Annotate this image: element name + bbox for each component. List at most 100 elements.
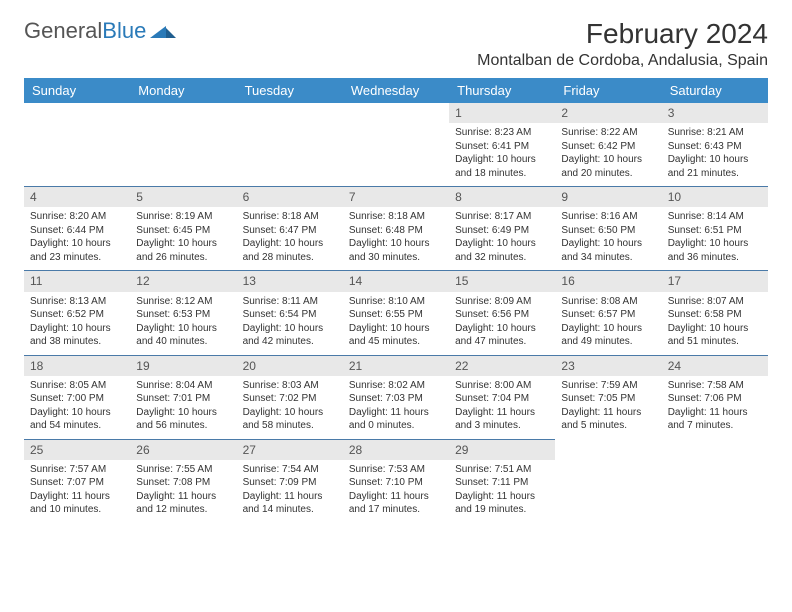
day-number: 10	[662, 187, 768, 207]
day-number: 20	[237, 356, 343, 376]
day-number: 12	[130, 271, 236, 291]
day-cell: 12 Sunrise: 8:12 AMSunset: 6:53 PMDayligh…	[130, 271, 236, 355]
empty-cell	[130, 103, 236, 187]
daylight-line: Daylight: 10 hours and 45 minutes.	[349, 322, 443, 349]
sunset-line: Sunset: 6:52 PM	[30, 308, 124, 322]
sunrise-line: Sunrise: 7:57 AM	[30, 463, 124, 477]
daylight-line: Daylight: 10 hours and 56 minutes.	[136, 406, 230, 433]
day-number: 23	[555, 356, 661, 376]
daylight-line: Daylight: 10 hours and 40 minutes.	[136, 322, 230, 349]
sunset-line: Sunset: 7:08 PM	[136, 476, 230, 490]
daylight-line: Daylight: 10 hours and 36 minutes.	[668, 237, 762, 264]
daylight-line: Daylight: 10 hours and 30 minutes.	[349, 237, 443, 264]
sunset-line: Sunset: 6:47 PM	[243, 224, 337, 238]
daylight-line: Daylight: 10 hours and 49 minutes.	[561, 322, 655, 349]
sunrise-line: Sunrise: 7:58 AM	[668, 379, 762, 393]
sunrise-line: Sunrise: 8:23 AM	[455, 126, 549, 140]
sunset-line: Sunset: 6:49 PM	[455, 224, 549, 238]
daylight-line: Daylight: 11 hours and 14 minutes.	[243, 490, 337, 517]
sunrise-line: Sunrise: 8:20 AM	[30, 210, 124, 224]
sunset-line: Sunset: 7:01 PM	[136, 392, 230, 406]
sunset-line: Sunset: 7:04 PM	[455, 392, 549, 406]
day-header: Wednesday	[343, 78, 449, 103]
day-number: 25	[24, 440, 130, 460]
day-cell: 25Sunrise: 7:57 AMSunset: 7:07 PMDayligh…	[24, 439, 130, 523]
sunrise-line: Sunrise: 8:18 AM	[243, 210, 337, 224]
sunset-line: Sunset: 7:02 PM	[243, 392, 337, 406]
day-number: 7	[343, 187, 449, 207]
sunrise-line: Sunrise: 8:16 AM	[561, 210, 655, 224]
brand-part2: Blue	[102, 18, 146, 44]
day-number: 19	[130, 356, 236, 376]
empty-cell	[555, 439, 661, 523]
day-cell: 13Sunrise: 8:11 AMSunset: 6:54 PMDayligh…	[237, 271, 343, 355]
day-cell: 3Sunrise: 8:21 AMSunset: 6:43 PMDaylight…	[662, 103, 768, 187]
sunset-line: Sunset: 6:53 PM	[136, 308, 230, 322]
day-number: 11	[24, 271, 130, 291]
day-number: 21	[343, 356, 449, 376]
empty-cell	[24, 103, 130, 187]
sunset-line: Sunset: 7:11 PM	[455, 476, 549, 490]
sunset-line: Sunset: 6:56 PM	[455, 308, 549, 322]
day-header: Tuesday	[237, 78, 343, 103]
daylight-line: Daylight: 10 hours and 42 minutes.	[243, 322, 337, 349]
sunrise-line: Sunrise: 8:08 AM	[561, 295, 655, 309]
sunset-line: Sunset: 6:51 PM	[668, 224, 762, 238]
sunrise-line: Sunrise: 8:11 AM	[243, 295, 337, 309]
day-number: 17	[662, 271, 768, 291]
daylight-line: Daylight: 10 hours and 51 minutes.	[668, 322, 762, 349]
sunrise-line: Sunrise: 8:07 AM	[668, 295, 762, 309]
sunrise-line: Sunrise: 8:22 AM	[561, 126, 655, 140]
sunset-line: Sunset: 6:57 PM	[561, 308, 655, 322]
calendar-table: SundayMondayTuesdayWednesdayThursdayFrid…	[24, 78, 768, 523]
sunset-line: Sunset: 7:03 PM	[349, 392, 443, 406]
day-number: 8	[449, 187, 555, 207]
header: GeneralBlue February 2024 Montalban de C…	[24, 18, 768, 70]
day-number: 15	[449, 271, 555, 291]
day-cell: 26Sunrise: 7:55 AMSunset: 7:08 PMDayligh…	[130, 439, 236, 523]
sunset-line: Sunset: 6:55 PM	[349, 308, 443, 322]
day-cell: 1Sunrise: 8:23 AMSunset: 6:41 PMDaylight…	[449, 103, 555, 187]
daylight-line: Daylight: 11 hours and 17 minutes.	[349, 490, 443, 517]
day-cell: 7 Sunrise: 8:18 AMSunset: 6:48 PMDaylight…	[343, 187, 449, 271]
sunrise-line: Sunrise: 8:10 AM	[349, 295, 443, 309]
empty-cell	[343, 103, 449, 187]
sunrise-line: Sunrise: 8:00 AM	[455, 379, 549, 393]
sunrise-line: Sunrise: 8:04 AM	[136, 379, 230, 393]
sunset-line: Sunset: 6:42 PM	[561, 140, 655, 154]
day-cell: 16Sunrise: 8:08 AMSunset: 6:57 PMDayligh…	[555, 271, 661, 355]
day-number: 2	[555, 103, 661, 123]
daylight-line: Daylight: 11 hours and 19 minutes.	[455, 490, 549, 517]
sunrise-line: Sunrise: 7:54 AM	[243, 463, 337, 477]
brand-logo: GeneralBlue	[24, 18, 176, 44]
day-number: 24	[662, 356, 768, 376]
day-header: Monday	[130, 78, 236, 103]
sunrise-line: Sunrise: 8:14 AM	[668, 210, 762, 224]
sunset-line: Sunset: 6:45 PM	[136, 224, 230, 238]
day-number: 28	[343, 440, 449, 460]
daylight-line: Daylight: 11 hours and 12 minutes.	[136, 490, 230, 517]
empty-cell	[237, 103, 343, 187]
day-number: 29	[449, 440, 555, 460]
day-cell: 15Sunrise: 8:09 AMSunset: 6:56 PMDayligh…	[449, 271, 555, 355]
day-header: Friday	[555, 78, 661, 103]
sunrise-line: Sunrise: 7:59 AM	[561, 379, 655, 393]
sunrise-line: Sunrise: 8:12 AM	[136, 295, 230, 309]
sunset-line: Sunset: 7:10 PM	[349, 476, 443, 490]
sunrise-line: Sunrise: 8:18 AM	[349, 210, 443, 224]
day-cell: 21Sunrise: 8:02 AMSunset: 7:03 PMDayligh…	[343, 355, 449, 439]
sunset-line: Sunset: 7:09 PM	[243, 476, 337, 490]
sunset-line: Sunset: 7:00 PM	[30, 392, 124, 406]
day-cell: 19 Sunrise: 8:04 AMSunset: 7:01 PMDayligh…	[130, 355, 236, 439]
sunset-line: Sunset: 6:48 PM	[349, 224, 443, 238]
daylight-line: Daylight: 10 hours and 54 minutes.	[30, 406, 124, 433]
day-cell: 10 Sunrise: 8:14 AMSunset: 6:51 PMDayligh…	[662, 187, 768, 271]
sunrise-line: Sunrise: 8:21 AM	[668, 126, 762, 140]
daylight-line: Daylight: 11 hours and 0 minutes.	[349, 406, 443, 433]
sunrise-line: Sunrise: 8:09 AM	[455, 295, 549, 309]
day-cell: 27Sunrise: 7:54 AMSunset: 7:09 PMDayligh…	[237, 439, 343, 523]
daylight-line: Daylight: 10 hours and 20 minutes.	[561, 153, 655, 180]
sunrise-line: Sunrise: 7:53 AM	[349, 463, 443, 477]
day-cell: 11Sunrise: 8:13 AMSunset: 6:52 PMDayligh…	[24, 271, 130, 355]
day-cell: 14Sunrise: 8:10 AMSunset: 6:55 PMDayligh…	[343, 271, 449, 355]
